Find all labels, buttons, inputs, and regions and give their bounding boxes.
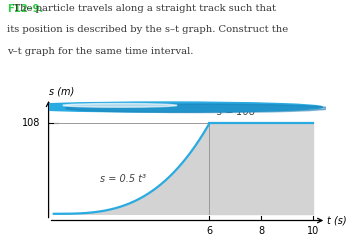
Text: s = 108: s = 108: [217, 108, 255, 117]
Text: 6: 6: [206, 226, 212, 235]
Text: 108: 108: [23, 118, 41, 128]
Ellipse shape: [84, 103, 184, 111]
Text: t (s): t (s): [328, 216, 347, 225]
Ellipse shape: [108, 103, 179, 111]
Ellipse shape: [143, 103, 171, 111]
Ellipse shape: [155, 103, 169, 111]
Text: v–t graph for the same time interval.: v–t graph for the same time interval.: [7, 47, 193, 56]
Circle shape: [63, 104, 177, 107]
Text: The particle travels along a straight track such that: The particle travels along a straight tr…: [7, 4, 276, 13]
Circle shape: [66, 104, 330, 112]
Text: 8: 8: [258, 226, 264, 235]
Text: 10: 10: [307, 226, 319, 235]
Ellipse shape: [119, 103, 177, 111]
Ellipse shape: [72, 103, 186, 111]
Text: its position is described by the s–t graph. Construct the: its position is described by the s–t gra…: [7, 25, 288, 34]
Circle shape: [11, 102, 322, 112]
Text: F12–9.: F12–9.: [7, 4, 43, 14]
Ellipse shape: [96, 103, 181, 111]
Text: s = 0.5 t³: s = 0.5 t³: [101, 174, 146, 184]
Ellipse shape: [131, 103, 174, 111]
Text: s (m): s (m): [49, 86, 74, 96]
